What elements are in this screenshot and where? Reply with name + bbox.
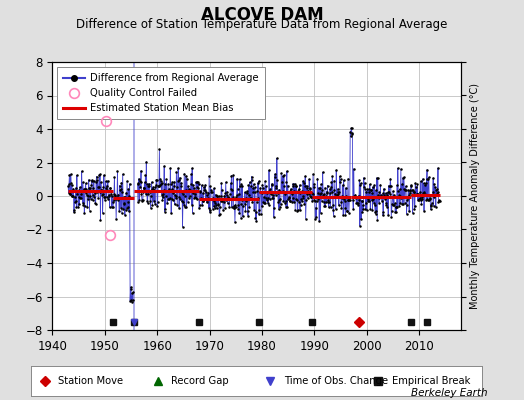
Text: Time of Obs. Change: Time of Obs. Change — [284, 376, 388, 386]
Text: Empirical Break: Empirical Break — [392, 376, 471, 386]
Text: Difference of Station Temperature Data from Regional Average: Difference of Station Temperature Data f… — [77, 18, 447, 31]
Legend: Difference from Regional Average, Quality Control Failed, Estimated Station Mean: Difference from Regional Average, Qualit… — [58, 67, 265, 119]
Text: Berkeley Earth: Berkeley Earth — [411, 388, 487, 398]
Text: ALCOVE DAM: ALCOVE DAM — [201, 6, 323, 24]
Y-axis label: Monthly Temperature Anomaly Difference (°C): Monthly Temperature Anomaly Difference (… — [470, 83, 480, 309]
Text: Record Gap: Record Gap — [171, 376, 229, 386]
Text: Station Move: Station Move — [59, 376, 124, 386]
